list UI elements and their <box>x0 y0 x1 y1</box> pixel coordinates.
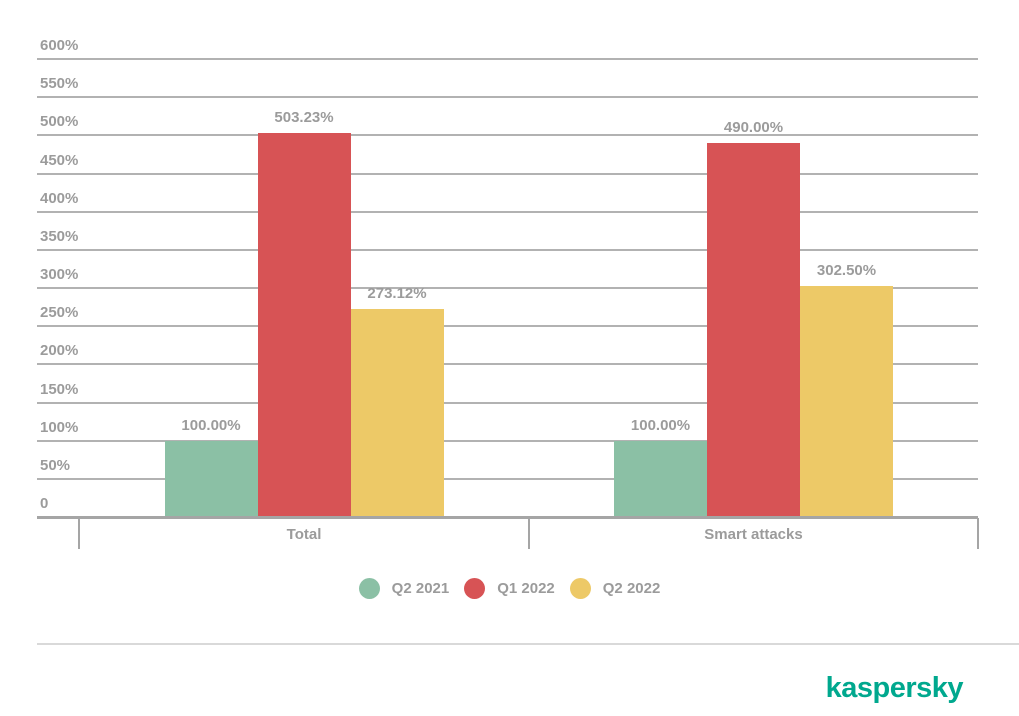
gridline-150 <box>37 401 978 404</box>
y-tick-label-500: 500% <box>40 113 79 131</box>
y-tick-label-350: 350% <box>40 227 79 245</box>
gridline-450 <box>37 172 978 175</box>
legend-dot-q2-2022 <box>569 578 591 599</box>
gridline-500 <box>37 134 978 137</box>
y-tick-label-550: 550% <box>40 75 79 93</box>
bar-q2-2022-total <box>350 308 444 517</box>
gridline-50 <box>37 477 978 480</box>
legend-label-q2-2021: Q2 2021 <box>391 580 450 597</box>
y-tick-label-150: 150% <box>40 380 79 398</box>
gridline-400 <box>37 210 978 213</box>
gridline-300 <box>37 287 978 289</box>
bar-value-q1-2022-smart-attacks: 490.00% <box>723 118 784 136</box>
y-tick-label-50: 50% <box>40 456 71 474</box>
bar-q1-2022-total <box>257 132 351 517</box>
y-tick-label-400: 400% <box>40 189 79 207</box>
bar-q2-2021-smart-attacks <box>614 440 707 517</box>
gridline-100 <box>37 439 978 442</box>
x-axis-tick-1 <box>528 518 530 549</box>
legend: Q2 2021 Q1 2022 Q2 2022 <box>0 578 1019 599</box>
legend-item-q2-2021: Q2 2021 <box>358 578 450 599</box>
y-tick-label-250: 250% <box>40 304 79 322</box>
bar-q2-2021-total <box>164 440 258 517</box>
category-label-smart-attacks: Smart attacks <box>704 526 803 543</box>
legend-dot-q1-2022 <box>464 578 486 599</box>
y-tick-label-0: 0 <box>40 495 49 512</box>
x-axis-line <box>37 516 978 519</box>
y-tick-label-450: 450% <box>40 151 79 169</box>
y-tick-label-200: 200% <box>40 342 79 360</box>
bar-value-q2-2022-smart-attacks: 302.50% <box>816 262 877 280</box>
gridline-200 <box>37 363 978 366</box>
separator-line <box>37 643 1019 645</box>
legend-dot-q2-2021 <box>358 578 380 599</box>
y-tick-label-100: 100% <box>40 418 79 436</box>
y-tick-label-300: 300% <box>40 266 79 283</box>
x-axis-tick-0 <box>78 518 80 549</box>
bar-q1-2022-smart-attacks <box>707 142 800 517</box>
bar-value-q2-2021-smart-attacks: 100.00% <box>630 416 691 434</box>
bar-value-q2-2021-total: 100.00% <box>181 416 241 434</box>
legend-item-q1-2022: Q1 2022 <box>464 578 555 599</box>
x-axis-tick-2 <box>977 518 979 549</box>
gridline-550 <box>37 96 978 99</box>
gridline-600 <box>37 58 978 60</box>
bar-value-q2-2022-total: 273.12% <box>367 284 427 302</box>
kaspersky-logo: kaspersky <box>825 672 964 704</box>
gridline-350 <box>37 248 978 251</box>
bar-value-q1-2022-total: 503.23% <box>274 108 334 126</box>
legend-label-q1-2022: Q1 2022 <box>497 580 555 597</box>
legend-item-q2-2022: Q2 2022 <box>569 578 661 599</box>
bar-q2-2022-smart-attacks <box>800 286 893 517</box>
gridline-250 <box>37 325 978 328</box>
y-tick-label-600: 600% <box>40 37 79 54</box>
category-label-total: Total <box>286 526 322 543</box>
legend-label-q2-2022: Q2 2022 <box>602 580 661 597</box>
